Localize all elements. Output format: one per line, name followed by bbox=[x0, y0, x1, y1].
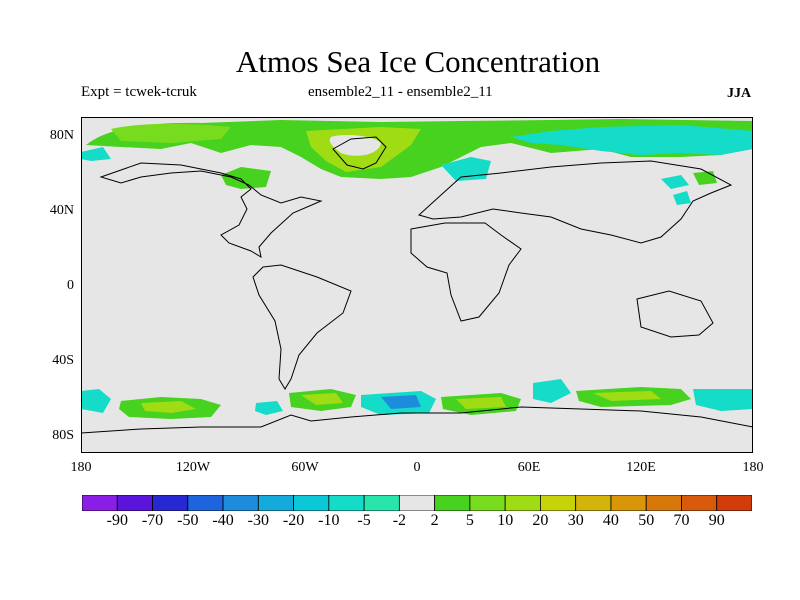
colorbar-swatch-3 bbox=[187, 495, 224, 511]
antarctica-coast bbox=[81, 406, 753, 434]
colorbar-swatch-7 bbox=[328, 495, 365, 511]
colorbar-swatch-10 bbox=[434, 495, 471, 511]
colorbar-label-13: 30 bbox=[567, 512, 584, 529]
indian-positive-core-w bbox=[456, 397, 506, 409]
colorbar-label-6: -10 bbox=[318, 512, 340, 529]
africa-coast bbox=[410, 222, 522, 322]
indian-negative-field bbox=[533, 379, 571, 403]
colorbar-swatch-5 bbox=[257, 495, 294, 511]
lon-label-120e: 120E bbox=[626, 460, 656, 475]
colorbar-label-10: 5 bbox=[465, 512, 474, 529]
australia-coast bbox=[636, 290, 714, 338]
weddell-positive-core bbox=[301, 393, 343, 405]
hudson-positive-field bbox=[221, 167, 271, 189]
colorbar-label-17: 90 bbox=[708, 512, 725, 529]
lat-label-0: 0 bbox=[67, 278, 74, 293]
colorbar-label-7: -5 bbox=[357, 512, 371, 529]
colorbar-label-14: 40 bbox=[602, 512, 619, 529]
colorbar-swatch-11 bbox=[469, 495, 506, 511]
lon-label-0: 0 bbox=[413, 460, 421, 475]
indian-positive-core-e bbox=[593, 391, 661, 401]
arctic-positive-core-w bbox=[111, 123, 231, 143]
colorbar-label-15: 50 bbox=[638, 512, 655, 529]
colorbar-swatch-0 bbox=[82, 495, 118, 511]
colorbar-swatch-17 bbox=[681, 495, 718, 511]
colorbar-label-8: -2 bbox=[392, 512, 407, 529]
colorbar-label-1: -70 bbox=[141, 512, 164, 529]
colorbar-swatch-18 bbox=[716, 495, 752, 511]
world-map bbox=[81, 117, 753, 453]
colorbar-label-0: -90 bbox=[106, 512, 128, 529]
colorbar-swatch-14 bbox=[575, 495, 612, 511]
colorbar-label-5: -20 bbox=[282, 512, 305, 529]
colorbar-label-11: 10 bbox=[497, 512, 514, 529]
lon-label-180w: 180 bbox=[70, 460, 92, 475]
eurasia-coast bbox=[417, 160, 733, 244]
colorbar-swatch-4 bbox=[222, 495, 259, 511]
colorbar-swatch-16 bbox=[645, 495, 682, 511]
colorbar-swatch-15 bbox=[610, 495, 647, 511]
bering-negative-field-w bbox=[81, 147, 111, 161]
map-frame bbox=[81, 117, 753, 453]
pacific-negative-field-e bbox=[693, 389, 753, 411]
amundsen-negative-field bbox=[255, 401, 283, 415]
colorbar-swatch-1 bbox=[116, 495, 153, 511]
lon-label-180e: 180 bbox=[742, 460, 764, 475]
colorbar-swatch-12 bbox=[504, 495, 541, 511]
colorbar-label-3: -40 bbox=[212, 512, 234, 529]
colorbar-label-12: 20 bbox=[532, 512, 549, 529]
plot-title: Atmos Sea Ice Concentration bbox=[235, 44, 601, 79]
siberian-negative-field bbox=[511, 125, 753, 155]
colorbar-swatch-13 bbox=[540, 495, 577, 511]
lon-label-120w: 120W bbox=[175, 460, 211, 475]
north-america-coast bbox=[99, 162, 323, 259]
colorbar-label-4: -30 bbox=[247, 512, 269, 529]
greenland-gap bbox=[329, 135, 381, 156]
lat-label-80s: 80S bbox=[52, 428, 74, 443]
ice-anomaly-fields bbox=[81, 119, 753, 419]
season-label: JJA bbox=[727, 86, 752, 101]
greenland-coast bbox=[332, 136, 387, 170]
coastlines bbox=[81, 136, 753, 434]
colorbar-swatch-9 bbox=[398, 495, 436, 511]
colorbar-swatch-2 bbox=[152, 495, 189, 511]
experiment-label: Expt = tcwek-tcruk bbox=[81, 84, 197, 100]
ensemble-label: ensemble2_11 - ensemble2_11 bbox=[308, 84, 493, 100]
atlantic-negative-core bbox=[381, 395, 421, 409]
lon-label-60w: 60W bbox=[291, 460, 319, 475]
ross-positive-core bbox=[141, 401, 196, 413]
japan-negative-field bbox=[673, 191, 691, 205]
lon-label-60e: 60E bbox=[517, 460, 541, 475]
colorbar-label-9: 2 bbox=[430, 512, 439, 529]
colorbar-label-2: -50 bbox=[177, 512, 199, 529]
lat-label-40s: 40S bbox=[52, 353, 74, 368]
colorbar-label-16: 70 bbox=[673, 512, 690, 529]
lat-label-80n: 80N bbox=[49, 128, 74, 143]
antarctic-negative-field-180 bbox=[81, 389, 111, 413]
lat-label-40n: 40N bbox=[49, 203, 74, 218]
colorbar-swatch-6 bbox=[293, 495, 330, 511]
okhotsk-negative-field bbox=[661, 175, 689, 189]
colorbar bbox=[82, 495, 752, 511]
south-america-coast bbox=[252, 264, 352, 390]
colorbar-swatch-8 bbox=[363, 495, 400, 511]
